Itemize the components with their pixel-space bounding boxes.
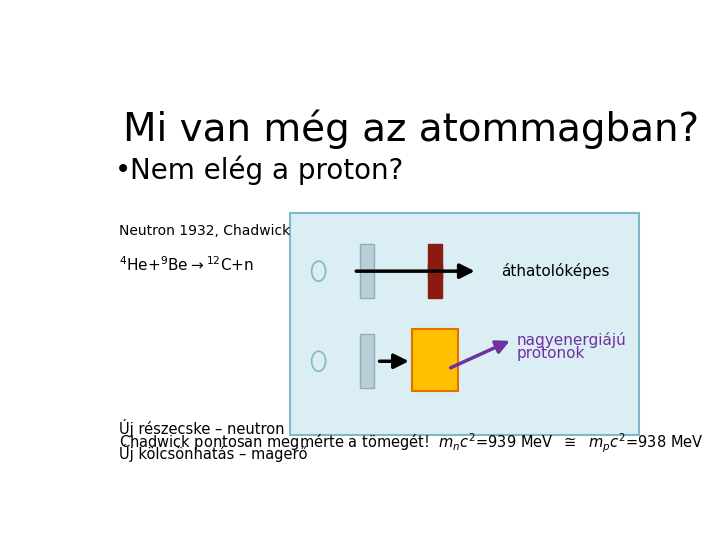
Text: protonok: protonok	[516, 346, 585, 361]
Bar	[360, 334, 374, 388]
Bar	[412, 329, 458, 390]
Text: Mi van még az atommagban?: Mi van még az atommagban?	[122, 110, 698, 149]
Text: Neutron 1932, Chadwick: Neutron 1932, Chadwick	[120, 224, 291, 238]
Text: $\mathregular{^4}$He+$\mathregular{^9}$Be$\mathregular{\rightarrow}$$\mathregula: $\mathregular{^4}$He+$\mathregular{^9}$B…	[120, 255, 254, 274]
Ellipse shape	[312, 261, 325, 281]
Text: •: •	[114, 156, 131, 184]
Bar	[428, 244, 442, 298]
Text: Chadwick pontosan megmérte a tömegét!  $m_nc^2$=939 MeV  $\cong$  $m_pc^2$=938 M: Chadwick pontosan megmérte a tömegét! $m…	[120, 431, 704, 455]
Bar	[428, 264, 442, 278]
Bar	[290, 213, 639, 435]
Bar	[360, 244, 374, 298]
Text: nagyenergiájú: nagyenergiájú	[516, 332, 626, 348]
Ellipse shape	[312, 351, 325, 372]
Text: Új részecske – neutron: Új részecske – neutron	[120, 419, 285, 437]
Text: Nem elég a proton?: Nem elég a proton?	[130, 156, 404, 185]
Text: áthatolóképes: áthatolóképes	[500, 263, 609, 279]
Text: Új kölcsönhatás – magerő: Új kölcsönhatás – magerő	[120, 444, 308, 462]
